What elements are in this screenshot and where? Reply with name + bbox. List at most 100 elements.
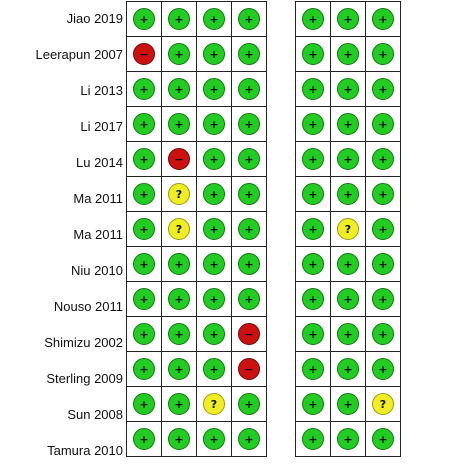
low-risk-mark: + <box>203 323 225 345</box>
low-risk-mark: + <box>133 323 155 345</box>
judgement-cell: − <box>161 141 197 177</box>
judgement-cell: + <box>365 211 401 247</box>
low-risk-mark: + <box>203 428 225 450</box>
judgement-cell: + <box>231 386 267 422</box>
study-label: Lu 2014 <box>76 155 123 170</box>
low-risk-mark: + <box>302 288 324 310</box>
low-risk-mark: + <box>302 43 324 65</box>
low-risk-mark: + <box>168 428 190 450</box>
judgement-cell: + <box>161 1 197 37</box>
low-risk-mark: + <box>372 148 394 170</box>
judgement-cell: + <box>126 1 162 37</box>
judgement-cell: + <box>126 211 162 247</box>
judgement-cell: + <box>365 246 401 282</box>
low-risk-mark: + <box>203 288 225 310</box>
judgement-cell: + <box>365 176 401 212</box>
study-label: Niu 2010 <box>70 263 123 278</box>
judgement-cell: + <box>295 71 331 107</box>
low-risk-mark: + <box>203 8 225 30</box>
low-risk-mark: + <box>133 428 155 450</box>
judgement-cell: + <box>231 421 267 457</box>
judgement-cell: + <box>126 106 162 142</box>
unclear-risk-mark: ? <box>168 218 190 240</box>
high-risk-mark: − <box>238 358 260 380</box>
judgement-cell: ? <box>365 386 401 422</box>
judgement-cell: + <box>161 316 197 352</box>
low-risk-mark: + <box>337 253 359 275</box>
low-risk-mark: + <box>337 288 359 310</box>
judgement-cell: + <box>196 316 232 352</box>
judgement-cell: + <box>295 176 331 212</box>
low-risk-mark: + <box>337 113 359 135</box>
judgement-cell: + <box>196 106 232 142</box>
low-risk-mark: + <box>302 218 324 240</box>
judgement-cell: + <box>295 316 331 352</box>
low-risk-mark: + <box>302 393 324 415</box>
low-risk-mark: + <box>372 43 394 65</box>
low-risk-mark: + <box>133 218 155 240</box>
study-label: Leerapun 2007 <box>35 47 123 62</box>
low-risk-mark: + <box>302 113 324 135</box>
judgement-cell: + <box>330 421 366 457</box>
low-risk-mark: + <box>372 358 394 380</box>
judgement-cell: + <box>196 1 232 37</box>
low-risk-mark: + <box>168 393 190 415</box>
judgement-cell: + <box>196 351 232 387</box>
study-label: Tamura 2010 <box>47 443 123 458</box>
low-risk-mark: + <box>133 183 155 205</box>
low-risk-mark: + <box>238 148 260 170</box>
low-risk-mark: + <box>203 183 225 205</box>
low-risk-mark: + <box>168 323 190 345</box>
low-risk-mark: + <box>337 8 359 30</box>
low-risk-mark: + <box>203 358 225 380</box>
judgement-cell: − <box>231 316 267 352</box>
judgement-cell: + <box>161 421 197 457</box>
unclear-risk-mark: ? <box>203 393 225 415</box>
low-risk-mark: + <box>133 393 155 415</box>
low-risk-mark: + <box>337 323 359 345</box>
low-risk-mark: + <box>238 393 260 415</box>
low-risk-mark: + <box>133 148 155 170</box>
judgement-cell: + <box>231 211 267 247</box>
low-risk-mark: + <box>133 113 155 135</box>
judgement-cell: + <box>365 106 401 142</box>
high-risk-mark: − <box>238 323 260 345</box>
study-label: Jiao 2019 <box>66 11 123 26</box>
judgement-cell: + <box>330 1 366 37</box>
judgement-cell: + <box>231 281 267 317</box>
low-risk-mark: + <box>203 43 225 65</box>
low-risk-mark: + <box>337 358 359 380</box>
judgement-cell: + <box>126 281 162 317</box>
judgement-cell: + <box>365 316 401 352</box>
judgement-cell: + <box>196 36 232 72</box>
low-risk-mark: + <box>302 323 324 345</box>
judgement-cell: + <box>365 141 401 177</box>
judgement-cell: + <box>196 141 232 177</box>
low-risk-mark: + <box>337 183 359 205</box>
judgement-cell: + <box>126 141 162 177</box>
judgement-cell: + <box>231 176 267 212</box>
study-label: Ma 2011 <box>73 191 123 206</box>
judgement-cell: + <box>365 281 401 317</box>
low-risk-mark: + <box>168 8 190 30</box>
unclear-risk-mark: ? <box>168 183 190 205</box>
low-risk-mark: + <box>168 253 190 275</box>
judgement-cell: + <box>161 351 197 387</box>
judgement-cell: + <box>330 246 366 282</box>
judgement-cell: + <box>330 281 366 317</box>
low-risk-mark: + <box>372 218 394 240</box>
low-risk-mark: + <box>238 218 260 240</box>
judgement-cell: + <box>295 1 331 37</box>
low-risk-mark: + <box>372 323 394 345</box>
low-risk-mark: + <box>372 183 394 205</box>
low-risk-mark: + <box>168 288 190 310</box>
judgement-cell: + <box>196 71 232 107</box>
judgement-cell: + <box>196 176 232 212</box>
study-label: Ma 2011 <box>73 227 123 242</box>
judgement-cell: + <box>295 36 331 72</box>
high-risk-mark: − <box>168 148 190 170</box>
low-risk-mark: + <box>372 78 394 100</box>
study-label: Nouso 2011 <box>53 299 123 314</box>
judgement-cell: + <box>161 71 197 107</box>
judgement-cell: ? <box>196 386 232 422</box>
